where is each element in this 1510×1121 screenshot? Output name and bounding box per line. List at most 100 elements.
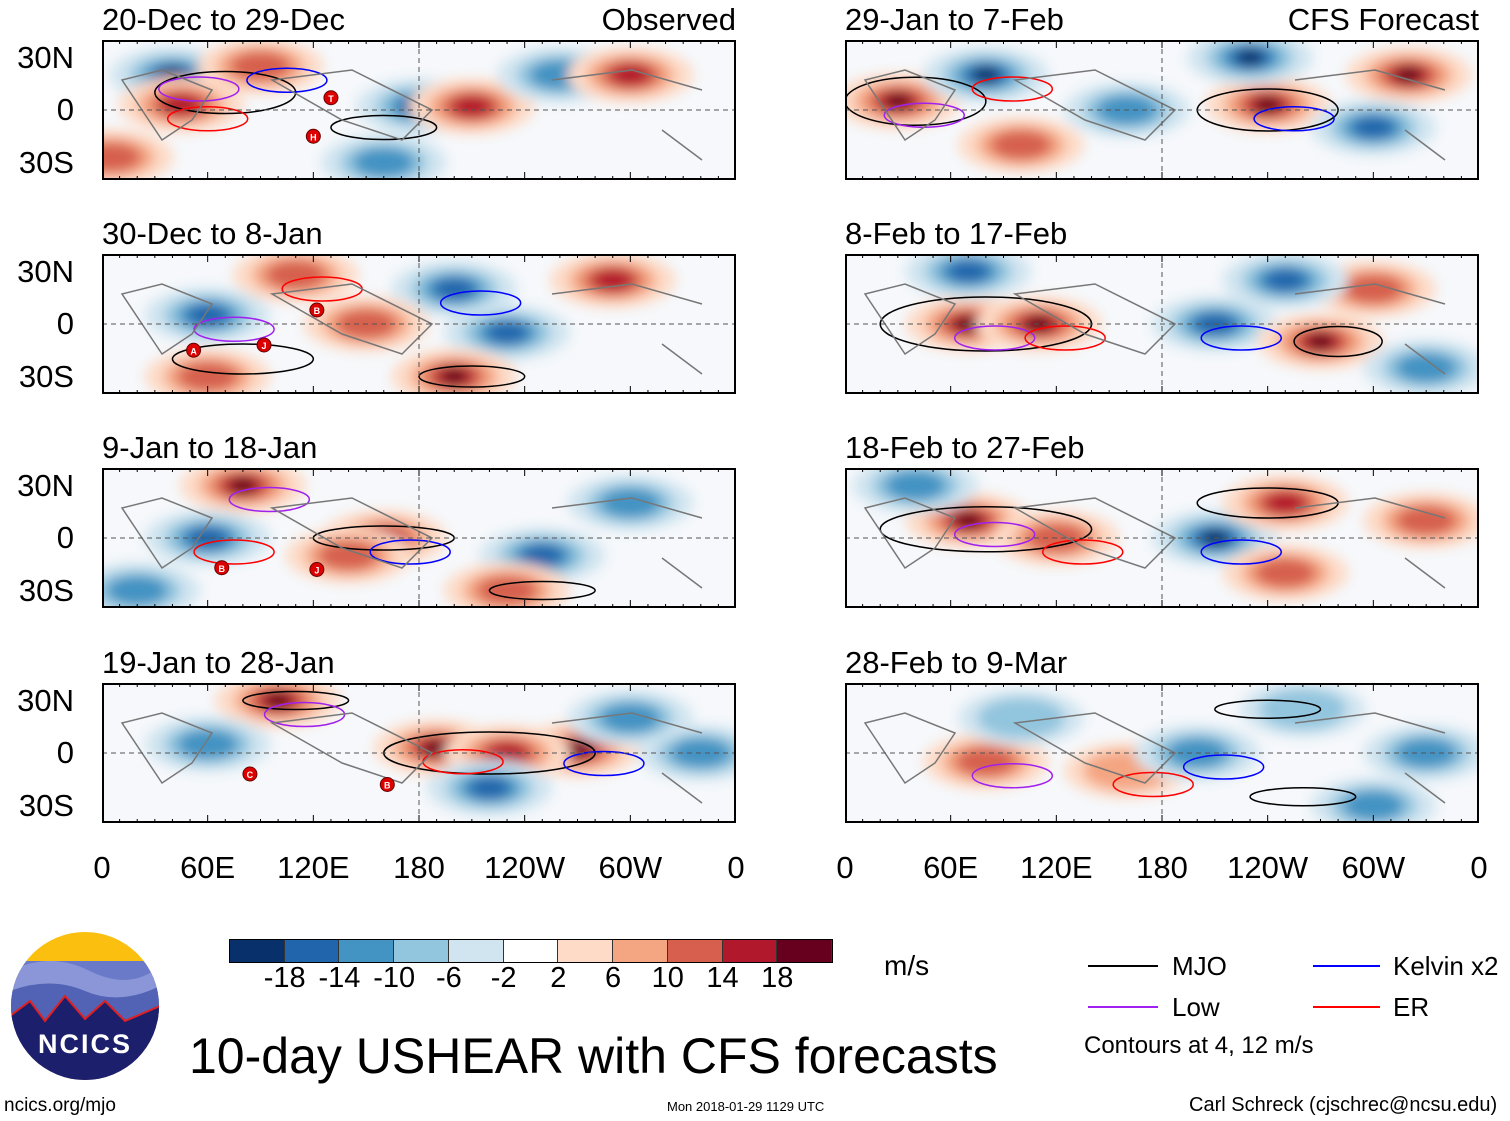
- legend-label-mjo: MJO: [1172, 951, 1227, 981]
- legend-line-mjo: [1088, 965, 1158, 967]
- kelvin-contour: [1253, 106, 1335, 132]
- mjo-contour: [1249, 787, 1357, 807]
- colorbar-label: 6: [605, 962, 622, 994]
- coastlines: [863, 712, 1446, 804]
- anomaly-blob: [610, 64, 651, 86]
- mjo-contour: [330, 114, 438, 141]
- kelvin-contour: [1200, 539, 1282, 565]
- low-contour: [193, 316, 275, 342]
- anomaly-blob: [265, 260, 326, 290]
- storm-letter: J: [262, 341, 267, 351]
- low-contour: [953, 521, 1036, 548]
- kelvin-contour: [439, 290, 522, 316]
- anomaly-blob: [977, 697, 1065, 739]
- colorbar-swatch: [777, 940, 833, 962]
- coastlines: [120, 283, 703, 375]
- legend-line-low: [1088, 1006, 1158, 1008]
- lat-tick-label: 0: [56, 520, 74, 555]
- kelvin-contour: [563, 750, 645, 777]
- low-contour: [228, 486, 311, 513]
- anomaly-blob: [955, 746, 1016, 777]
- anomaly-blob: [1259, 688, 1347, 730]
- kelvin-contour: [246, 67, 328, 93]
- anomaly-blob: [451, 95, 492, 118]
- lon-tick-label: 0: [93, 850, 111, 885]
- lon-tick-label: 180: [1136, 850, 1188, 885]
- legend-line-er: [1313, 1006, 1380, 1008]
- anomaly-blob: [948, 260, 989, 283]
- low-contour: [158, 76, 240, 102]
- storm-letter: C: [247, 770, 254, 780]
- anomaly-blob: [318, 540, 379, 571]
- map-panel: [845, 468, 1479, 608]
- lat-tick-label: 30S: [18, 358, 74, 394]
- anomaly-blob: [486, 321, 528, 344]
- tropical-cyclone-icon: B: [379, 777, 395, 792]
- coastlines: [120, 712, 703, 804]
- lon-tick-label: 0: [727, 850, 745, 885]
- panel-title: 29-Jan to 7-Feb: [845, 2, 1064, 37]
- tropical-cyclone-icon: J: [309, 562, 325, 577]
- anomaly-blob: [230, 51, 291, 82]
- tropical-cyclone-icon: J: [256, 337, 272, 353]
- anomaly-blob: [1353, 116, 1394, 139]
- lat-tick-label: 30N: [17, 39, 74, 75]
- anomaly-blob: [1396, 738, 1457, 768]
- lat-tick-label: 0: [56, 306, 74, 341]
- anomaly-blob: [1395, 66, 1423, 84]
- kelvin-contour: [1200, 325, 1282, 351]
- colorbar-swatch: [230, 940, 285, 962]
- lat-tick-label: 0: [56, 735, 74, 770]
- lat-tick-label: 30S: [18, 787, 74, 823]
- map-panel: [845, 254, 1479, 394]
- mjo-contour: [418, 365, 526, 388]
- colorbar-label: -6: [436, 962, 462, 994]
- colorbar-label: 18: [761, 962, 794, 994]
- storm-letter: B: [384, 781, 391, 791]
- coastlines: [120, 69, 703, 161]
- map-panel: CB: [102, 683, 736, 823]
- anomaly-blob: [440, 368, 468, 385]
- panel-title: 8-Feb to 17-Feb: [845, 216, 1068, 251]
- figure-title: 10-day USHEAR with CFS forecasts: [189, 1028, 998, 1084]
- panel-title: 30-Dec to 8-Jan: [102, 216, 323, 251]
- anomaly-blob: [187, 304, 228, 327]
- anomaly-blob: [1396, 505, 1457, 536]
- storm-letter: B: [219, 564, 226, 574]
- panel-title: 19-Jan to 28-Jan: [102, 645, 335, 680]
- tropical-cyclone-icon: B: [309, 302, 325, 318]
- er-contour: [1042, 539, 1124, 565]
- anomaly-blob: [991, 130, 1052, 160]
- colorbar-swatch: [558, 940, 614, 962]
- lat-tick-label: 30S: [18, 572, 74, 608]
- colorbar-label: -14: [318, 962, 361, 994]
- colorbar-swatch: [394, 940, 449, 962]
- lon-tick-label: 60W: [598, 850, 663, 885]
- lon-tick-label: 60E: [923, 850, 979, 885]
- lon-tick-label: 60W: [1341, 850, 1406, 885]
- er-contour: [1112, 771, 1194, 798]
- er-contour: [166, 106, 249, 132]
- colorbar-swatch: [613, 940, 668, 962]
- storm-letter: A: [190, 346, 197, 356]
- legend-line-kelvin: [1313, 965, 1380, 967]
- mjo-contour: [1214, 699, 1322, 719]
- map-panel: B J A: [102, 254, 736, 394]
- tropical-cyclone-icon: T: [323, 90, 339, 106]
- colorbar-swatch: [284, 940, 340, 962]
- mjo-contour: [879, 506, 1093, 553]
- anomaly-blob: [161, 93, 202, 116]
- tropical-cyclone-icon: B: [214, 560, 230, 576]
- storm-letter: T: [328, 94, 334, 104]
- coastlines: [863, 283, 1446, 375]
- tropical-cyclone-icon: H: [305, 128, 321, 144]
- lat-tick-label: 30N: [17, 682, 74, 718]
- kelvin-contour: [1182, 754, 1265, 780]
- storm-letter: J: [314, 566, 319, 576]
- panel-title: 20-Dec to 29-Dec: [102, 2, 345, 37]
- colorbar-label: -2: [490, 962, 517, 994]
- anomaly-blob: [1255, 558, 1316, 588]
- colorbar-label: 14: [706, 962, 739, 994]
- tropical-cyclone-icon: A: [186, 342, 202, 358]
